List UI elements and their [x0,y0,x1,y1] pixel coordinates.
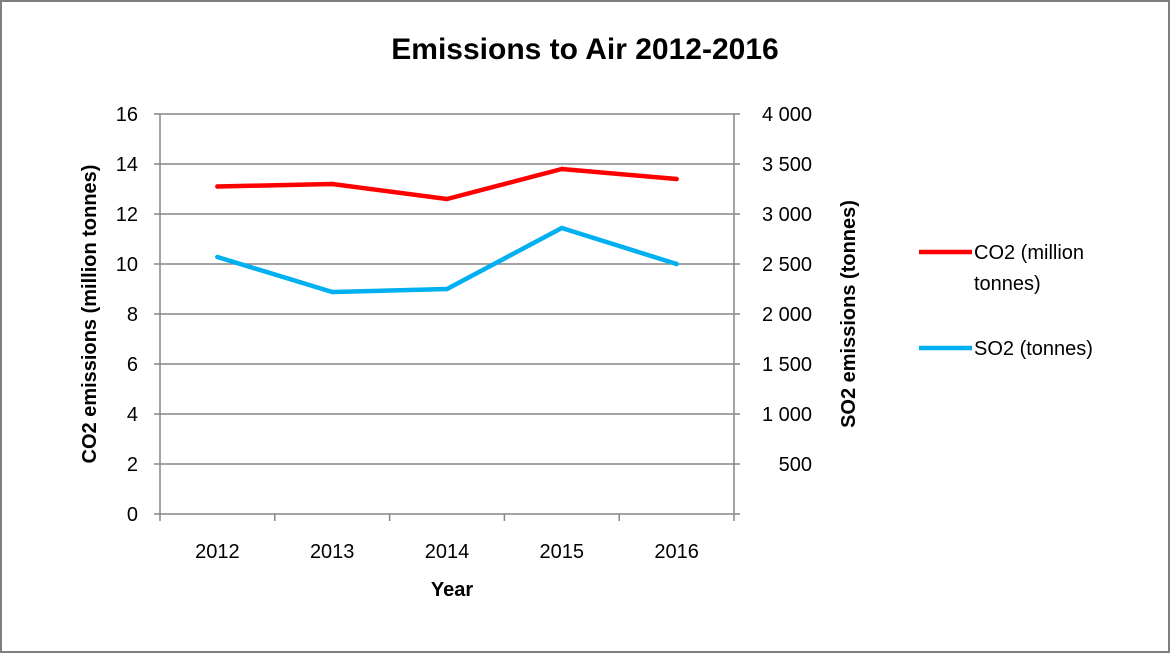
data-point [444,196,450,202]
gridlines [160,113,734,465]
y-axis-label: CO2 emissions (million tonnes) [79,165,101,464]
y-tick-label: 6 [127,354,138,376]
y2-tick-label: 1 500 [762,354,812,376]
data-point [215,184,220,189]
axes: 0 2 4 6 8 10 12 14 16 500 1 000 1 500 2 000 2 500 3 00… [116,104,812,563]
data-point [674,261,679,267]
y2-tick-label: 500 [779,454,812,476]
y-tick-label: 0 [127,504,138,526]
x-tick-label: 2014 [425,541,470,563]
legend: CO2 (million tonnes) SO2 (tonnes) [919,242,1093,360]
data-point [559,166,564,172]
data-point [444,286,450,292]
y-tick-label: 16 [116,104,138,126]
y-tick-label: 10 [116,254,138,276]
series-line-co2 [215,166,679,202]
data-point [330,289,335,295]
y2-tick-label: 3 000 [762,204,812,226]
data-point [330,181,335,187]
x-tick-label: 2015 [540,541,585,563]
y-tick-label: 14 [116,154,138,176]
legend-label: SO2 (tonnes) [974,338,1093,360]
y2-tick-label: 1 000 [762,404,812,426]
y2-tick-label: 3 500 [762,154,812,176]
y-tick-label: 4 [127,404,138,426]
y-tick-label: 12 [116,204,138,226]
x-axis-label: Year [431,579,473,601]
chart-title: Emissions to Air 2012-2016 [391,33,778,66]
y-tick-label: 2 [127,454,138,476]
data-point [215,254,220,260]
x-tick-label: 2016 [654,541,699,563]
x-tick-label: 2013 [310,541,355,563]
series-line-so2 [215,225,679,295]
data-point [674,176,679,182]
data-point [559,225,564,231]
y2-tick-label: 2 500 [762,254,812,276]
series-lines [215,166,679,295]
x-tick-label: 2012 [195,541,240,563]
y2-tick-label: 4 000 [762,104,812,126]
legend-label: tonnes) [974,273,1041,295]
legend-label: CO2 (million [974,242,1084,264]
y2-tick-label: 2 000 [762,304,812,326]
y2-axis-label: SO2 emissions (tonnes) [838,200,860,428]
y-tick-label: 8 [127,304,138,326]
